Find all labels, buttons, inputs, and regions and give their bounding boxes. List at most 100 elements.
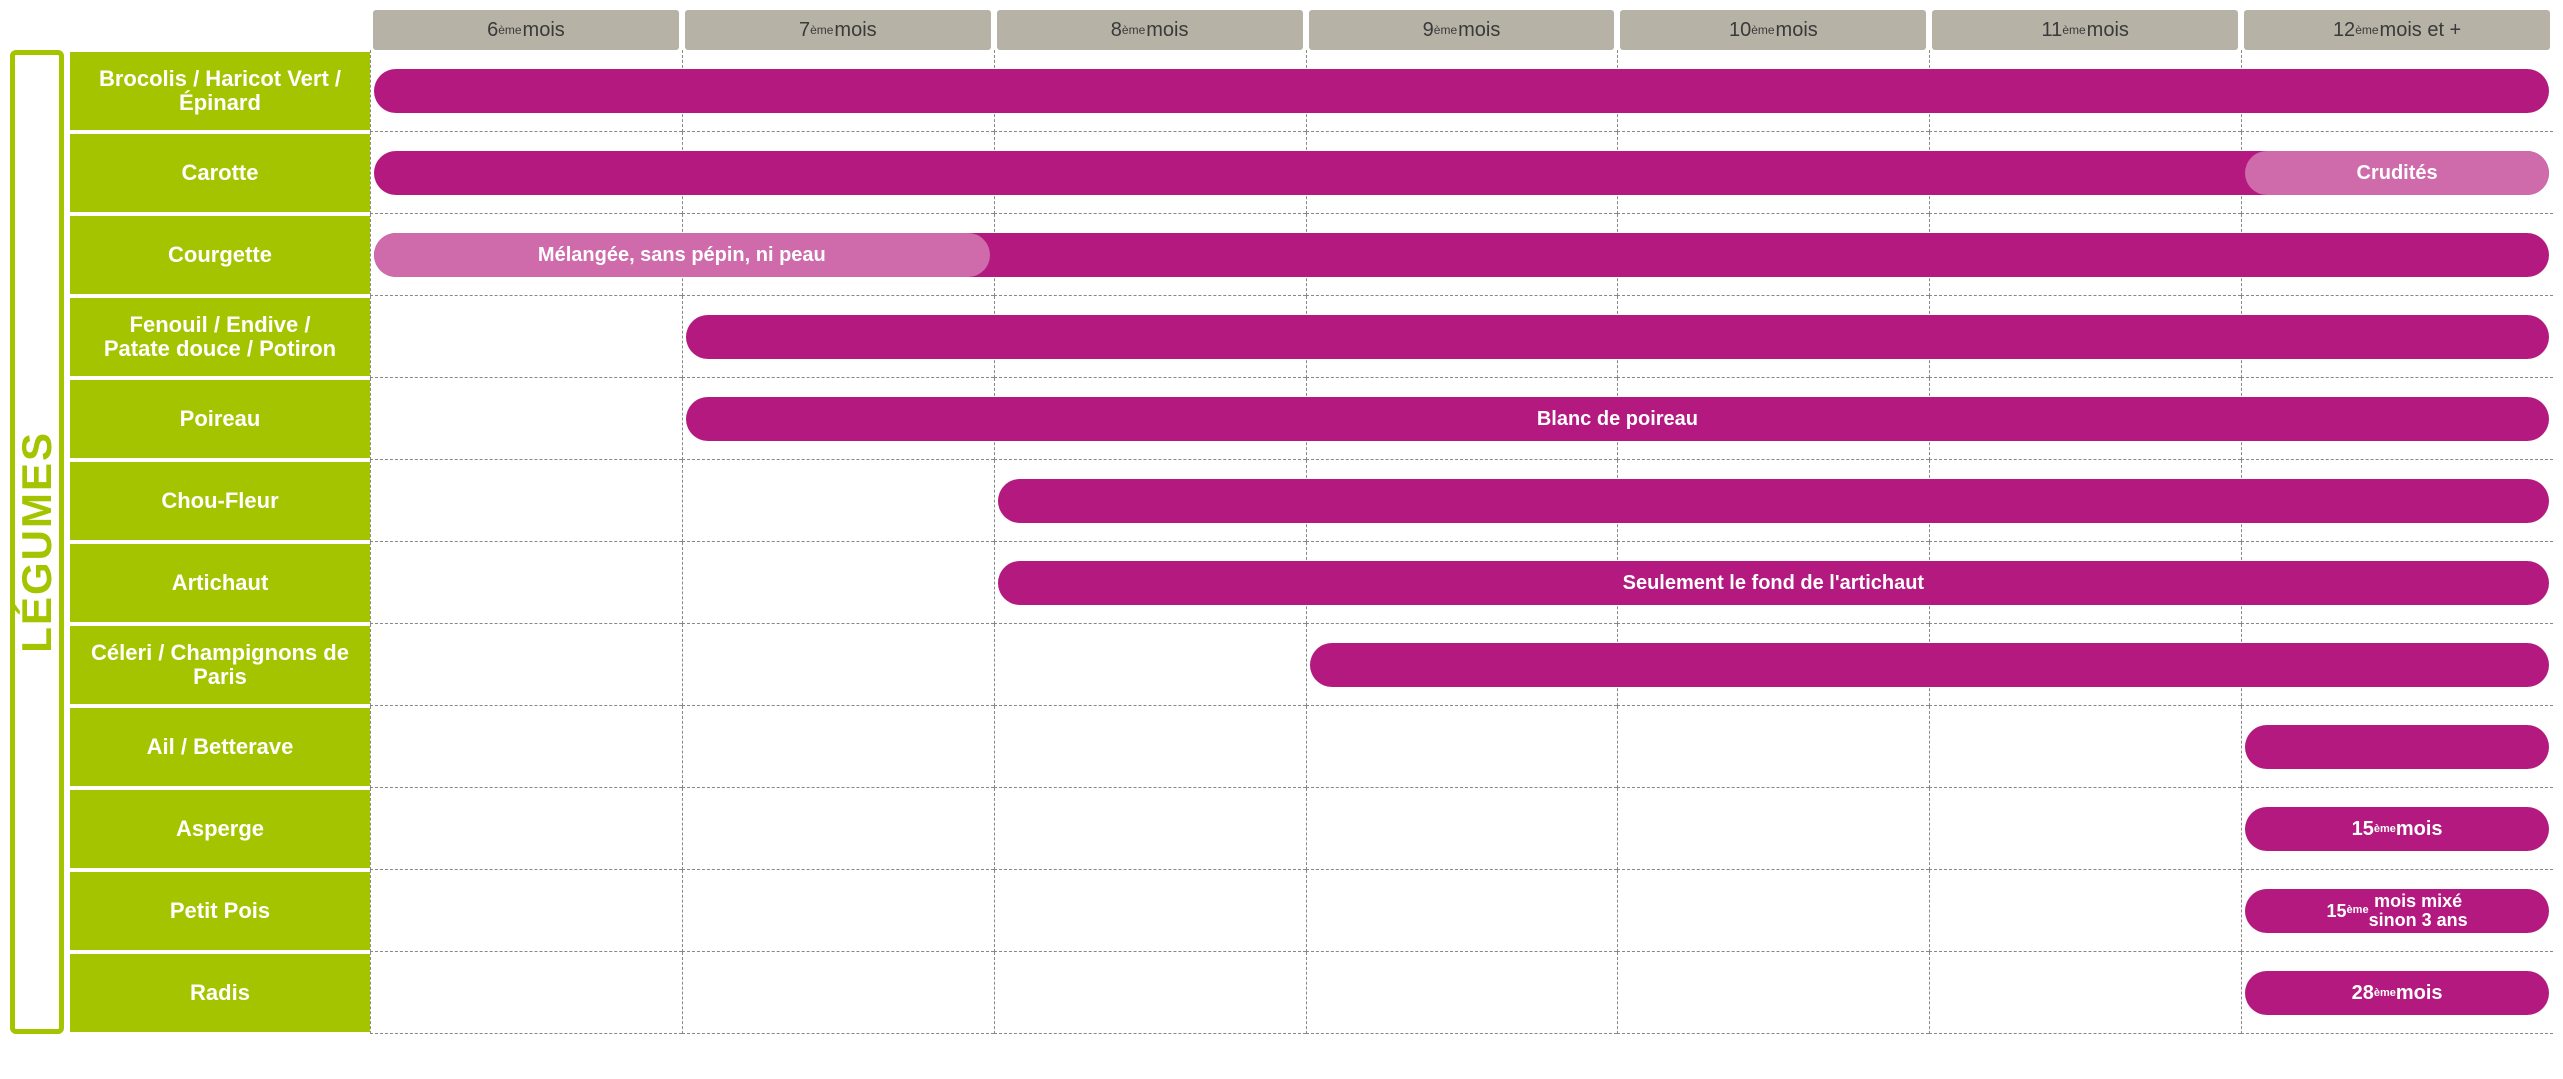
grid-cell	[994, 870, 1306, 952]
month-header: 9ème mois	[1306, 10, 1618, 50]
range-bar: 15ème mois	[2245, 807, 2549, 851]
month-header: 10ème mois	[1617, 10, 1929, 50]
row-label: Carotte	[70, 134, 370, 212]
row-label-col: Petit Pois	[70, 870, 370, 952]
month-header: 12ème mois et +	[2241, 10, 2553, 50]
month-header-pill: 8ème mois	[997, 10, 1303, 50]
range-bar: 28ème mois	[2245, 971, 2549, 1015]
range-bar	[2245, 725, 2549, 769]
grid-cell	[1306, 952, 1618, 1034]
row-label: Poireau	[70, 380, 370, 458]
month-header-pill: 10ème mois	[1620, 10, 1926, 50]
table-row: Céleri / Champignons de Paris	[70, 624, 2553, 706]
grid-cell	[1929, 952, 2241, 1034]
table-row: Artichaut Seulement le fond de l'artichau…	[70, 542, 2553, 624]
row-label: Chou-Fleur	[70, 462, 370, 540]
grid-cell	[370, 788, 682, 870]
header-row: 6ème mois7ème mois8ème mois9ème mois10èm…	[70, 10, 2553, 50]
grid-cell	[994, 706, 1306, 788]
row-label-col: Chou-Fleur	[70, 460, 370, 542]
month-header-pill: 6ème mois	[373, 10, 679, 50]
row-label-col: Artichaut	[70, 542, 370, 624]
row-label-col: Radis	[70, 952, 370, 1034]
table-row: Poireau Blanc de poireau	[70, 378, 2553, 460]
range-bar: Seulement le fond de l'artichaut	[998, 561, 2549, 605]
table-row: Asperge 15ème mois	[70, 788, 2553, 870]
range-bar	[374, 69, 2549, 113]
range-bar: 15ème mois mixésinon 3 ans	[2245, 889, 2549, 933]
range-bar: Crudités	[2245, 151, 2549, 195]
grid-cell	[1306, 706, 1618, 788]
grid-cell	[1617, 706, 1929, 788]
table-row: Radis 28ème mois	[70, 952, 2553, 1034]
grid-cell	[1617, 952, 1929, 1034]
category-sidebar: LÉGUMES	[10, 10, 70, 1034]
row-label-col: Poireau	[70, 378, 370, 460]
range-bar	[1310, 643, 2549, 687]
row-label-col: Ail / Betterave	[70, 706, 370, 788]
grid-cell	[370, 624, 682, 706]
category-label: LÉGUMES	[13, 431, 61, 653]
grid-cell	[994, 788, 1306, 870]
range-bar	[374, 151, 2549, 195]
row-label: Céleri / Champignons de Paris	[70, 626, 370, 704]
row-label: Fenouil / Endive /Patate douce / Potiron	[70, 298, 370, 376]
grid-cell	[1929, 870, 2241, 952]
row-label: Brocolis / Haricot Vert /Épinard	[70, 52, 370, 130]
table-row: Ail / Betterave	[70, 706, 2553, 788]
table-row: Petit Pois 15ème mois mixésinon 3 ans	[70, 870, 2553, 952]
grid-cell	[1929, 706, 2241, 788]
row-label-col: Carotte	[70, 132, 370, 214]
row-label: Petit Pois	[70, 872, 370, 950]
chart-grid: 6ème mois7ème mois8ème mois9ème mois10èm…	[70, 10, 2553, 1034]
row-label: Radis	[70, 954, 370, 1032]
grid-cell	[1929, 788, 2241, 870]
row-label-col: Brocolis / Haricot Vert /Épinard	[70, 50, 370, 132]
table-row: Chou-Fleur	[70, 460, 2553, 542]
grid-cell	[370, 296, 682, 378]
diversification-chart: LÉGUMES 6ème mois7ème mois8ème mois9ème …	[10, 10, 2553, 1034]
table-row: Fenouil / Endive /Patate douce / Potiron	[70, 296, 2553, 378]
range-bar: Blanc de poireau	[686, 397, 2549, 441]
grid-cell	[994, 952, 1306, 1034]
month-header: 11ème mois	[1929, 10, 2241, 50]
range-bar	[686, 315, 2549, 359]
grid-cell	[370, 870, 682, 952]
range-bar: Mélangée, sans pépin, ni peau	[374, 233, 990, 277]
grid-cell	[370, 542, 682, 624]
month-header: 6ème mois	[370, 10, 682, 50]
grid-cell	[682, 952, 994, 1034]
grid-cell	[994, 624, 1306, 706]
row-label: Ail / Betterave	[70, 708, 370, 786]
month-header-pill: 12ème mois et +	[2244, 10, 2550, 50]
grid-cell	[1306, 788, 1618, 870]
grid-cell	[682, 788, 994, 870]
grid-cell	[682, 460, 994, 542]
row-label-col: Fenouil / Endive /Patate douce / Potiron	[70, 296, 370, 378]
header-label-spacer	[70, 10, 370, 50]
row-label-col: Courgette	[70, 214, 370, 296]
grid-cell	[1617, 870, 1929, 952]
grid-cell	[682, 542, 994, 624]
month-header: 7ème mois	[682, 10, 994, 50]
table-row: CourgetteMélangée, sans pépin, ni peau	[70, 214, 2553, 296]
month-header-pill: 7ème mois	[685, 10, 991, 50]
grid-cell	[370, 378, 682, 460]
grid-cell	[370, 460, 682, 542]
grid-cell	[1617, 788, 1929, 870]
grid-cell	[1306, 870, 1618, 952]
table-row: Brocolis / Haricot Vert /Épinard	[70, 50, 2553, 132]
row-label-col: Céleri / Champignons de Paris	[70, 624, 370, 706]
grid-cell	[682, 706, 994, 788]
row-label-col: Asperge	[70, 788, 370, 870]
row-label: Courgette	[70, 216, 370, 294]
row-label: Artichaut	[70, 544, 370, 622]
table-row: Carotte Crudités	[70, 132, 2553, 214]
grid-cell	[682, 870, 994, 952]
row-label: Asperge	[70, 790, 370, 868]
month-header-pill: 11ème mois	[1932, 10, 2238, 50]
month-header-pill: 9ème mois	[1309, 10, 1615, 50]
grid-cell	[682, 624, 994, 706]
grid-cell	[370, 952, 682, 1034]
category-box: LÉGUMES	[10, 50, 64, 1034]
